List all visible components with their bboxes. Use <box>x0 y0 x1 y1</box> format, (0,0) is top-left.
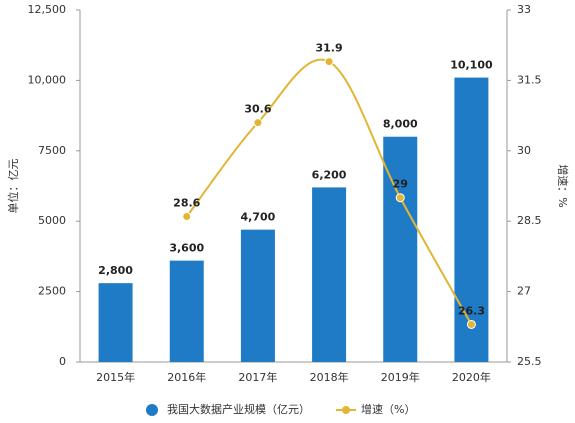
x-tick-label: 2019年 <box>381 370 420 384</box>
y2-tick-label: 31.5 <box>517 73 542 86</box>
x-tick-label: 2016年 <box>167 370 206 384</box>
line-marker <box>324 57 334 67</box>
y2-tick-label: 33 <box>517 3 531 16</box>
data-label: 6,200 <box>312 168 347 181</box>
bar <box>383 136 418 362</box>
data-label: 3,600 <box>169 242 204 255</box>
data-label: 28.6 <box>173 197 200 210</box>
x-tick-label: 2015年 <box>96 370 135 384</box>
data-label: 26.3 <box>458 304 485 317</box>
y2-tick-label: 27 <box>517 285 531 298</box>
x-tick-label: 2020年 <box>452 370 491 384</box>
y-tick-label: 2500 <box>38 285 66 298</box>
line <box>185 58 473 325</box>
y2-axis-label: 增速：% <box>556 164 570 207</box>
y-tick-label: 7500 <box>38 144 66 157</box>
legend-label: 增速（%） <box>361 402 415 416</box>
y-tick-label: 0 <box>59 355 66 368</box>
data-label: 4,700 <box>241 211 276 224</box>
bar <box>240 229 275 362</box>
data-label: 2,800 <box>98 264 133 277</box>
y2-tick-label: 30 <box>517 144 531 157</box>
y-axis-label: 单位：亿元 <box>6 159 20 214</box>
legend-swatch <box>342 406 350 414</box>
bar <box>98 283 133 362</box>
bar <box>169 260 204 362</box>
bar <box>312 187 347 362</box>
x-tick-label: 2017年 <box>238 370 277 384</box>
data-label: 8,000 <box>383 118 418 131</box>
y2-tick-label: 28.5 <box>517 214 542 227</box>
line-marker <box>253 118 263 128</box>
data-label: 29 <box>393 178 408 191</box>
y-tick-label: 5000 <box>38 214 66 227</box>
y-tick-label: 10,000 <box>28 73 67 86</box>
y2-tick-label: 25.5 <box>517 355 542 368</box>
line-marker <box>182 212 192 222</box>
data-label: 31.9 <box>316 42 343 55</box>
x-tick-label: 2018年 <box>310 370 349 384</box>
data-label: 10,100 <box>450 59 493 72</box>
y-tick-label: 12,500 <box>28 3 67 16</box>
line-marker <box>395 193 405 203</box>
line-marker <box>466 319 476 329</box>
data-label: 30.6 <box>244 103 271 116</box>
legend-swatch <box>146 404 158 416</box>
bar <box>454 77 489 363</box>
legend-label: 我国大数据产业规模（亿元） <box>167 402 310 416</box>
